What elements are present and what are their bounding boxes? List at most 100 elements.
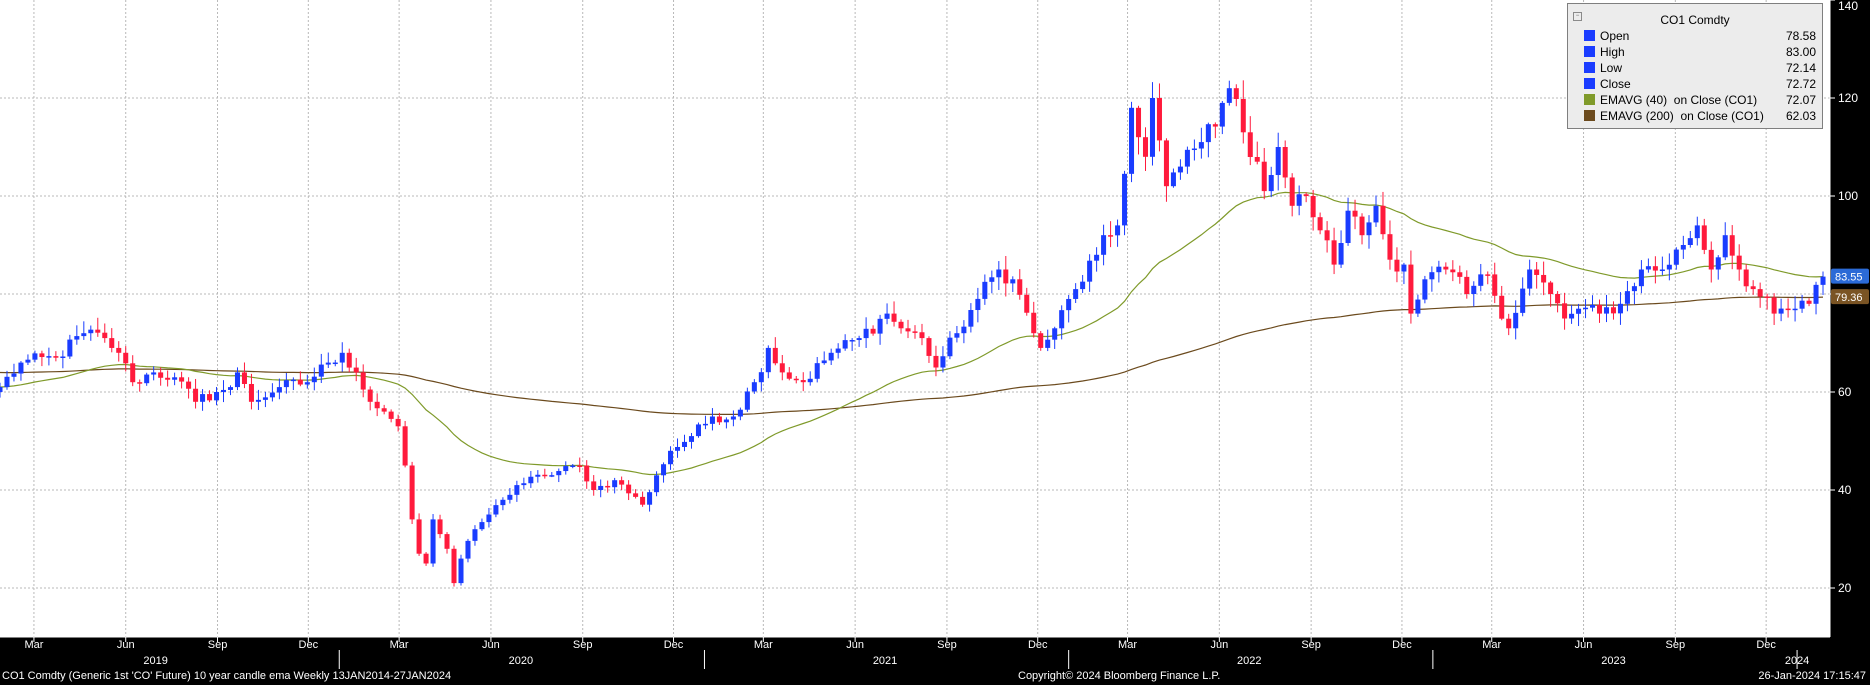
candle xyxy=(982,274,988,305)
candle xyxy=(521,477,527,490)
candle xyxy=(486,507,492,528)
x-tick-label: Mar xyxy=(1118,639,1137,651)
candle xyxy=(1108,221,1114,248)
candle-body xyxy=(1345,210,1351,244)
candle-body xyxy=(1073,289,1079,299)
candle xyxy=(1687,230,1693,248)
candle-body xyxy=(193,388,199,402)
candle xyxy=(297,371,303,387)
legend-row-close: Close 72.72 xyxy=(1568,76,1822,92)
candle xyxy=(1415,294,1421,317)
candle-body xyxy=(1115,225,1121,236)
x-tick-label: Mar xyxy=(24,639,43,651)
candle xyxy=(458,554,464,586)
candle-body xyxy=(765,347,771,373)
candle xyxy=(423,552,429,566)
candle-body xyxy=(814,363,820,379)
candle-body xyxy=(18,362,24,374)
candle-body xyxy=(46,356,52,358)
candle-body xyxy=(25,359,31,363)
candle-body xyxy=(53,356,59,358)
candle-body xyxy=(1555,294,1561,304)
candle xyxy=(996,261,1002,291)
candle-body xyxy=(1101,235,1107,255)
candle-body xyxy=(318,364,324,377)
candle-body xyxy=(619,480,625,485)
candle-body xyxy=(290,379,296,382)
candle xyxy=(1820,271,1826,296)
candle xyxy=(1541,261,1547,296)
candle xyxy=(346,348,352,373)
candle xyxy=(144,372,150,386)
candle-body xyxy=(688,436,695,442)
candle-body xyxy=(1617,303,1623,314)
candle-body xyxy=(1415,299,1421,314)
candle-body xyxy=(458,558,464,584)
candle-body xyxy=(507,494,513,500)
candle xyxy=(81,321,87,340)
candle-body xyxy=(1087,260,1093,282)
candle xyxy=(1268,166,1274,198)
candle-body xyxy=(709,416,715,424)
candle xyxy=(1555,291,1561,313)
year-label: 2021 xyxy=(873,655,897,667)
candle-body xyxy=(1240,99,1246,133)
candle xyxy=(1331,227,1337,275)
candle xyxy=(1282,140,1288,189)
x-tick-label: Jun xyxy=(117,639,135,651)
x-tick-label: Jun xyxy=(482,639,500,651)
candle-body xyxy=(1764,296,1770,299)
candle-body xyxy=(563,466,569,472)
candle xyxy=(647,489,653,512)
candle-body xyxy=(1722,235,1728,258)
candle-body xyxy=(772,347,778,364)
candle-body xyxy=(1198,142,1204,149)
candle xyxy=(1010,276,1016,293)
candle-body xyxy=(807,378,813,383)
candle-body xyxy=(884,313,890,319)
candle-body xyxy=(584,465,590,482)
candle xyxy=(626,480,632,501)
legend-label: Low xyxy=(1600,61,1623,75)
candle xyxy=(493,499,499,518)
candle xyxy=(1359,213,1365,245)
candle xyxy=(675,438,681,458)
candle-body xyxy=(821,360,827,364)
candle xyxy=(0,382,3,398)
candle-body xyxy=(835,348,841,353)
candle-body xyxy=(1680,245,1686,250)
candle-body xyxy=(1282,147,1288,178)
candle-body xyxy=(1471,285,1477,294)
candle-body xyxy=(577,465,583,467)
candle xyxy=(179,371,185,389)
candle-body xyxy=(891,313,897,322)
candle xyxy=(1156,83,1162,152)
candle xyxy=(1562,292,1568,330)
candle xyxy=(1527,259,1533,296)
candle xyxy=(1743,264,1749,292)
year-label: 2020 xyxy=(509,655,533,667)
candle xyxy=(109,328,115,353)
candle xyxy=(269,383,275,402)
candle-body xyxy=(234,372,240,388)
candle-body xyxy=(570,465,576,467)
candle xyxy=(1506,313,1512,336)
ema-lines xyxy=(0,191,1824,476)
candle-body xyxy=(1666,264,1672,270)
candle xyxy=(563,461,569,475)
candle xyxy=(227,385,234,396)
legend-collapse-icon[interactable]: − xyxy=(1573,12,1582,21)
candle-body xyxy=(437,519,443,535)
candle-body xyxy=(1603,307,1610,314)
candle-body xyxy=(989,277,995,282)
candle xyxy=(1450,260,1456,282)
candle xyxy=(821,351,827,365)
candle-body xyxy=(1806,300,1812,304)
candle-body xyxy=(1492,274,1498,296)
candle xyxy=(123,346,129,372)
candle-body xyxy=(444,534,450,549)
candle xyxy=(158,367,164,386)
candle xyxy=(339,342,345,372)
